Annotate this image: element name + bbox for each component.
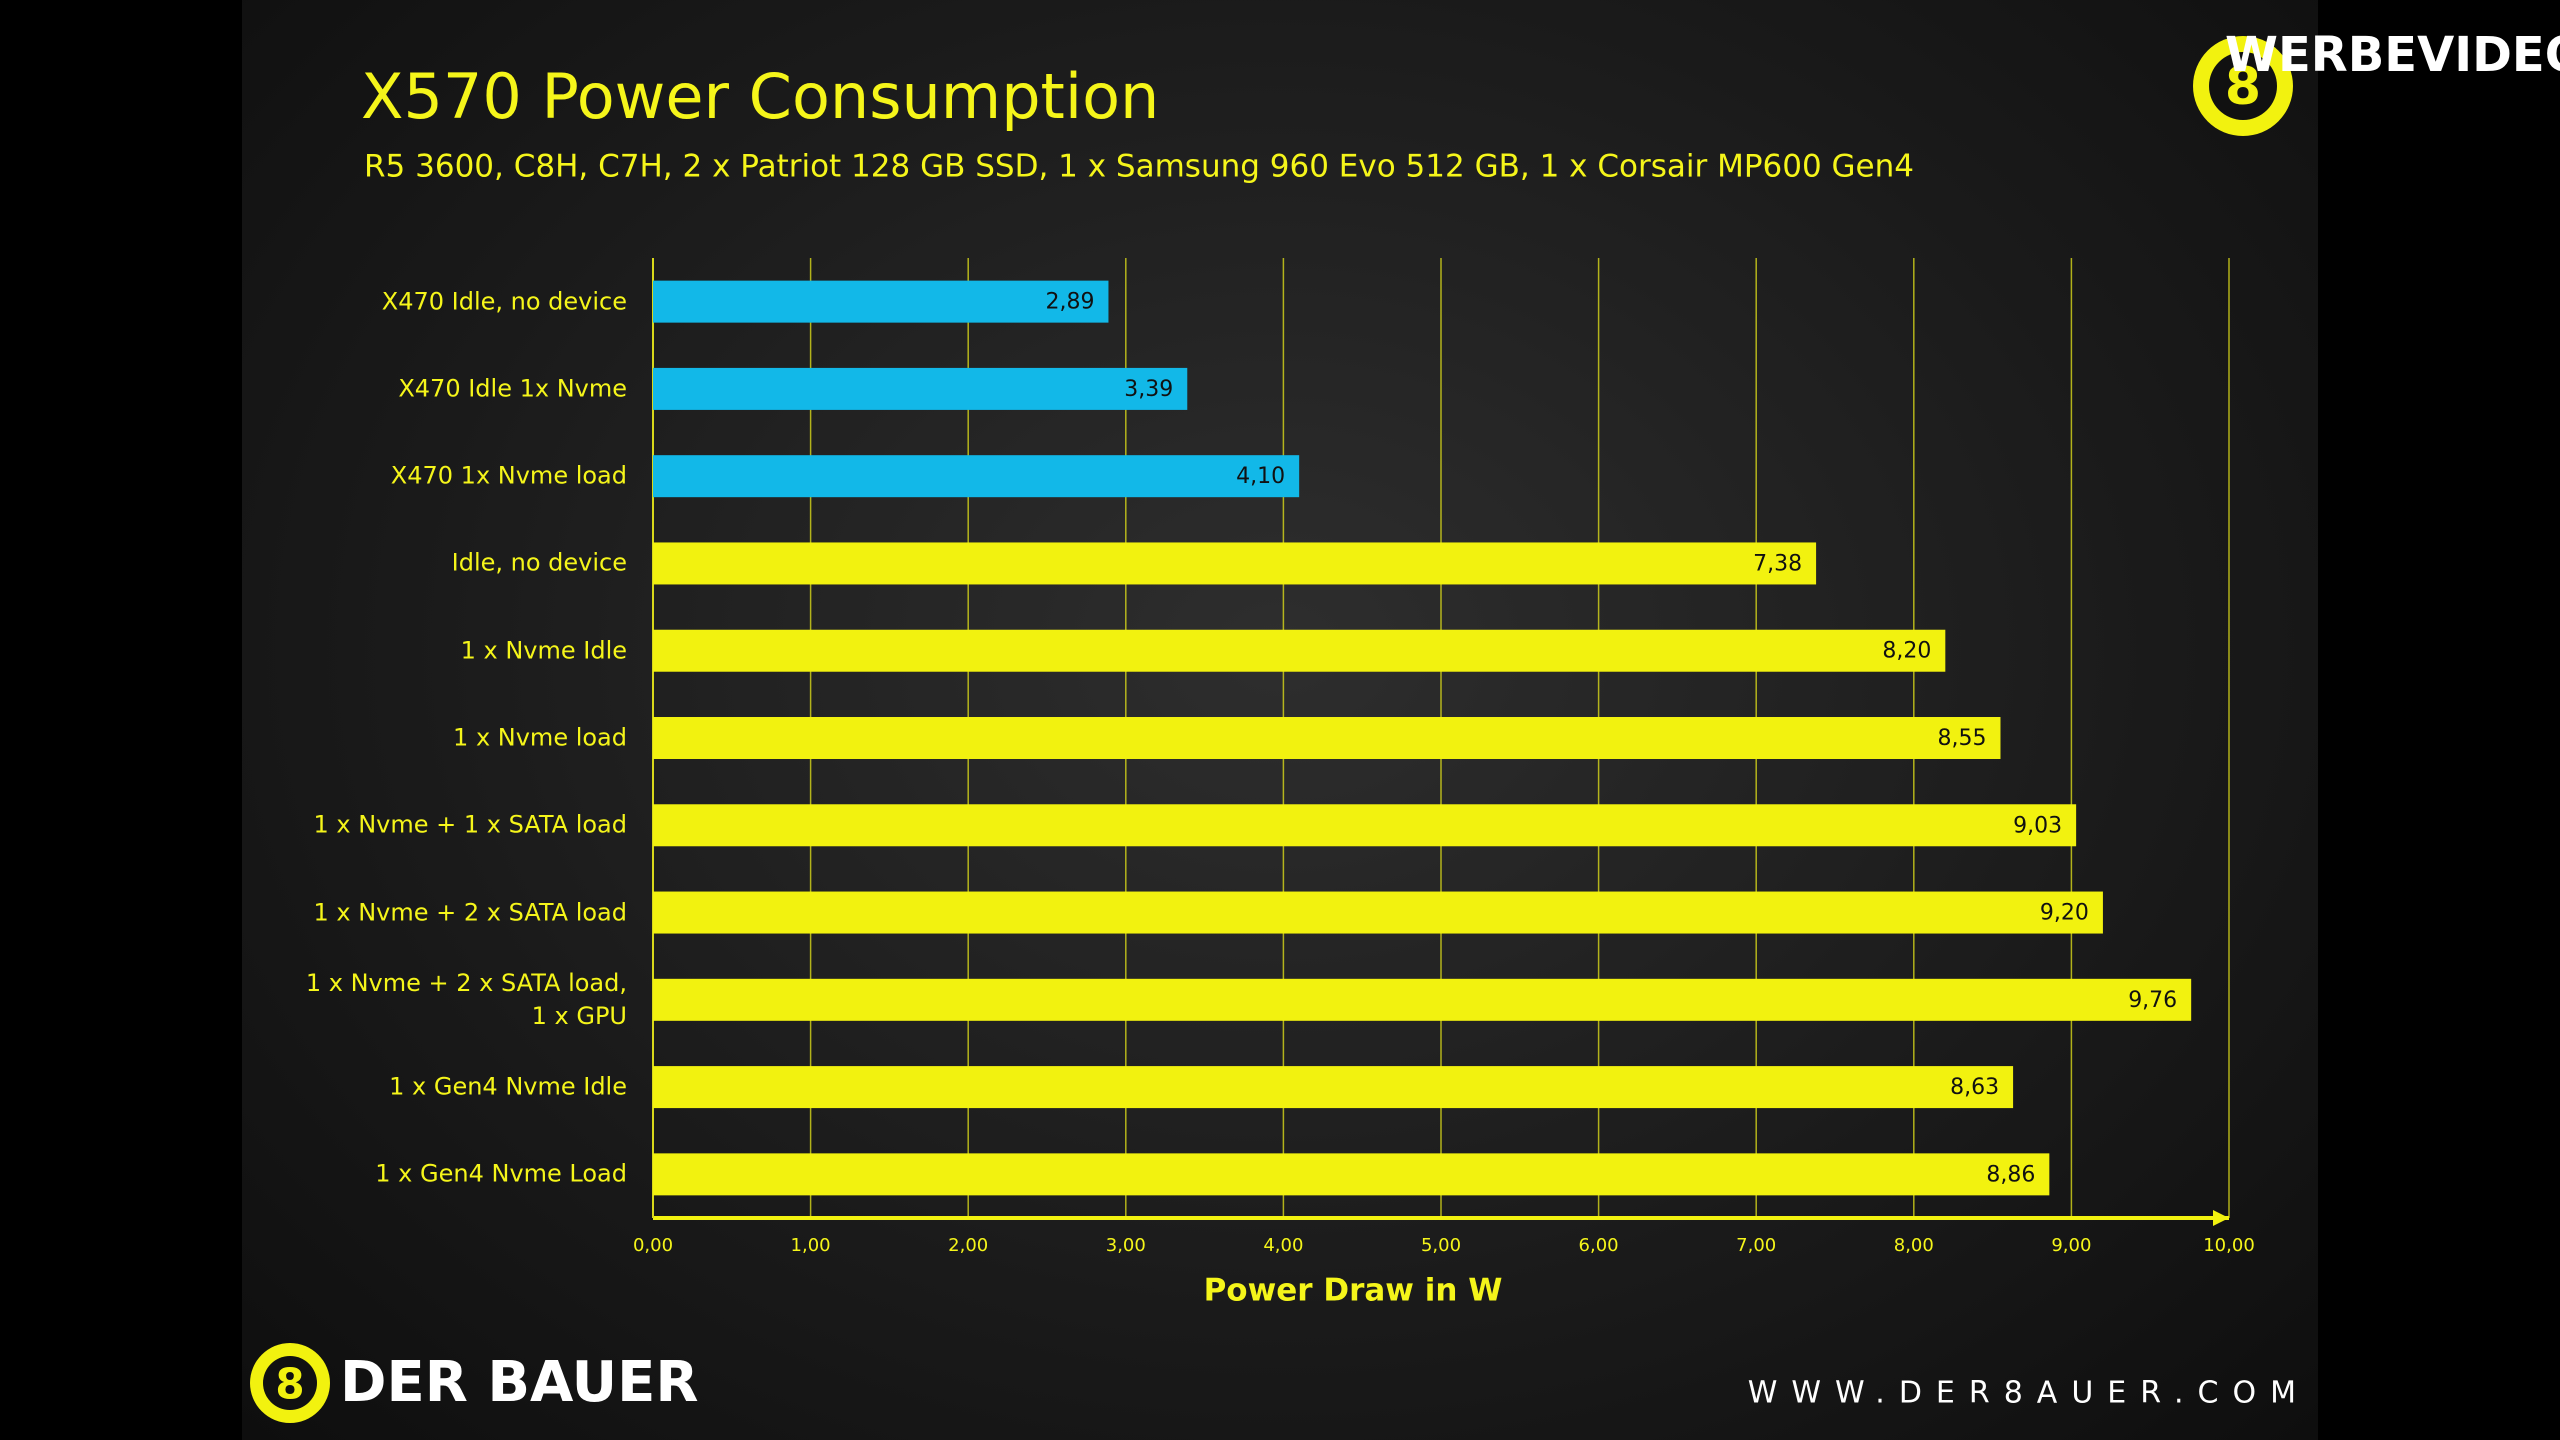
value-label: 9,20 [2040,901,2089,926]
website-url: WWW.DER8AUER.COM [1748,1376,2310,1411]
y-tick-label: 1 x Gen4 Nvme Idle [389,1072,627,1101]
chart-subtitle: R5 3600, C8H, C7H, 2 x Patriot 128 GB SS… [364,149,1914,185]
value-label: 8,55 [1937,726,1986,751]
y-tick-label: Idle, no device [451,548,627,577]
value-label: 2,89 [1045,290,1094,315]
value-label: 7,38 [1753,551,1802,576]
x-tick-label: 3,00 [1106,1235,1146,1256]
y-tick-label: 1 x Nvme Idle [460,636,627,665]
bar [653,804,2077,847]
y-tick-label: 1 x Nvme + 2 x SATA load, 1 x GPU [305,968,627,1030]
svg-text:8: 8 [2225,57,2261,117]
y-tick-label: 1 x Nvme load [453,723,627,752]
x-tick-label: 1,00 [791,1235,831,1256]
x-tick-label: 10,00 [2203,1235,2255,1256]
watermark: WERBEVIDEO [2225,27,2560,83]
x-tick-label: 2,00 [948,1235,988,1256]
value-label: 4,10 [1236,464,1285,489]
bar [653,280,1109,323]
value-label: 9,76 [2128,988,2177,1013]
bar [653,455,1300,498]
x-tick-label: 5,00 [1421,1235,1461,1256]
y-tick-label: X470 Idle 1x Nvme [398,374,627,403]
bar [653,1153,2050,1196]
bar [653,978,2192,1021]
x-tick-label: 0,00 [633,1235,673,1256]
x-tick-label: 6,00 [1579,1235,1619,1256]
bar [653,542,1817,585]
value-label: 8,20 [1882,639,1931,664]
axis-arrow [2213,1210,2229,1226]
value-label: 8,63 [1950,1075,1999,1100]
x-tick-label: 8,00 [1894,1235,1934,1256]
logo-bottom: 8 [250,1343,330,1423]
value-label: 9,03 [2013,813,2062,838]
y-tick-label: 1 x Nvme + 1 x SATA load [313,810,628,839]
logo-text: DER BAUER [340,1350,699,1415]
svg-text:8: 8 [275,1360,304,1409]
y-tick-label: X470 Idle, no device [381,287,627,316]
x-axis-label: Power Draw in W [1204,1273,1503,1309]
y-tick-label: 1 x Gen4 Nvme Load [375,1159,627,1188]
y-tick-label: X470 1x Nvme load [390,461,627,490]
bar [653,891,2103,934]
bar [653,1066,2014,1109]
bar [653,367,1188,410]
x-tick-label: 7,00 [1736,1235,1776,1256]
y-tick-label: 1 x Nvme + 2 x SATA load [313,898,628,927]
x-tick-label: 9,00 [2051,1235,2091,1256]
x-tick-label: 4,00 [1263,1235,1303,1256]
logo-top: 8 [2193,36,2293,136]
value-label: 8,86 [1986,1162,2035,1187]
bar [653,717,2001,759]
value-label: 3,39 [1124,377,1173,402]
chart-title: X570 Power Consumption [361,60,1159,133]
bar [653,629,1946,672]
